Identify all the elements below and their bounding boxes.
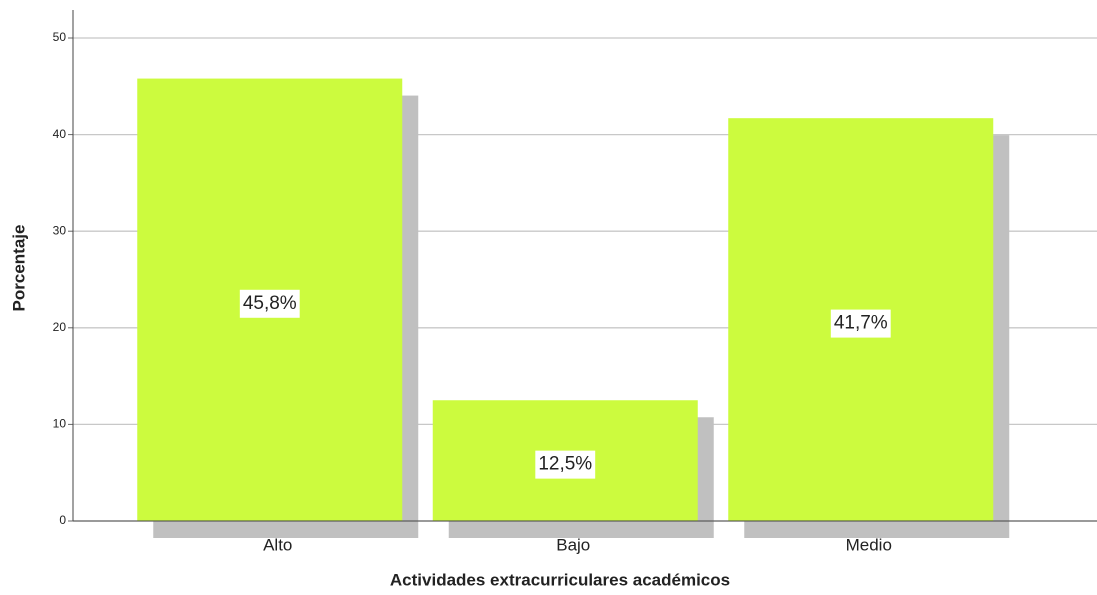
y-tick-label: 10 [53, 417, 67, 431]
y-tick-label: 0 [59, 513, 66, 527]
value-label-bg [830, 309, 891, 338]
y-tick-label: 40 [53, 127, 67, 141]
value-label: 45,8% [243, 293, 297, 314]
value-label: 41,7% [834, 313, 888, 334]
x-tick-label: Bajo [556, 535, 590, 554]
x-axis-title: Actividades extracurriculares académicos [390, 570, 730, 589]
x-tick-label: Alto [263, 535, 292, 554]
y-axis-title: Porcentaje [9, 225, 28, 312]
x-tick-label: Medio [846, 535, 892, 554]
value-label-bg [535, 450, 596, 479]
y-tick-label: 20 [53, 320, 67, 334]
y-tick-label: 50 [53, 30, 67, 44]
y-tick-label: 30 [53, 223, 67, 237]
value-label: 12,5% [538, 454, 592, 475]
value-label-bg [239, 289, 300, 318]
